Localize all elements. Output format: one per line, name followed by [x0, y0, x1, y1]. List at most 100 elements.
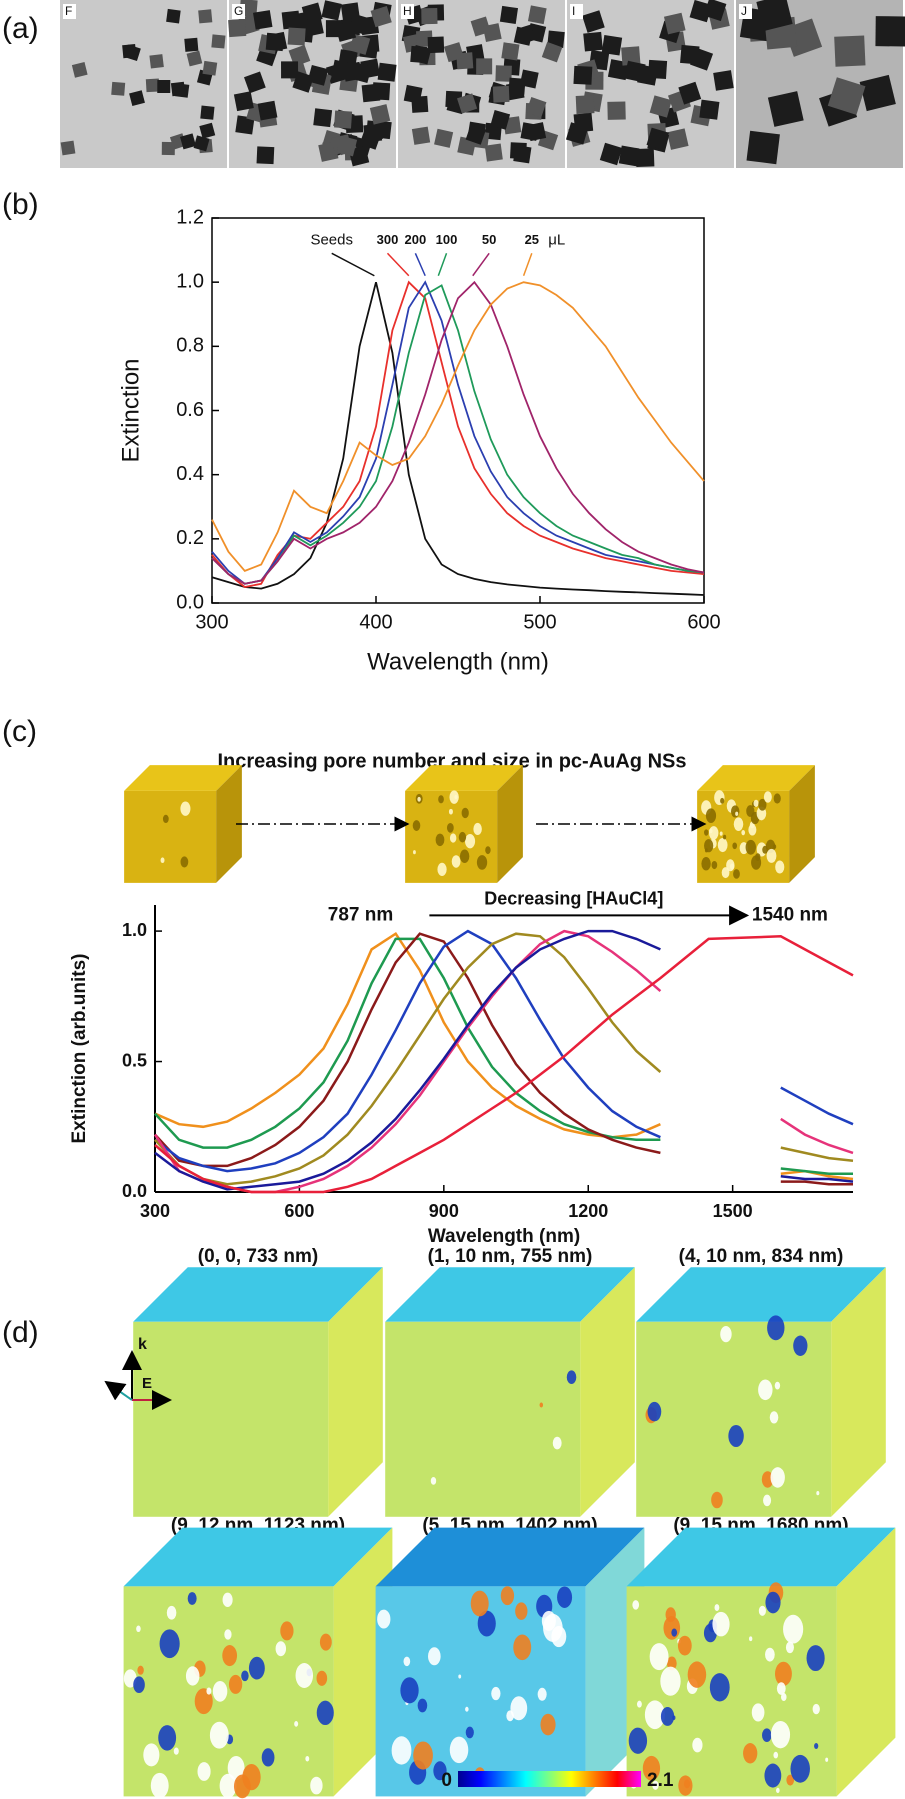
cube-hole: [728, 1424, 744, 1448]
particle: [482, 23, 502, 42]
cube-face: [133, 1321, 329, 1517]
series-label: 200: [405, 232, 427, 247]
cube-hole: [248, 1656, 265, 1680]
cube-face: [789, 765, 815, 883]
y-tick-label: 0.2: [176, 527, 204, 549]
cube-hole: [770, 1720, 791, 1749]
cube-hole: [136, 1625, 141, 1633]
particle: [292, 71, 314, 93]
cube-hole: [753, 799, 759, 807]
cube-hole: [730, 805, 740, 818]
x-tick-label: 400: [359, 611, 392, 633]
cube-hole: [403, 1656, 411, 1667]
map-title: (1, 10 nm, 755 nm): [428, 1246, 593, 1267]
tem-label: H: [403, 4, 412, 18]
cube-hole: [194, 1688, 213, 1715]
cube-hole: [649, 1643, 669, 1671]
cube-hole: [417, 1698, 428, 1713]
cube-hole: [438, 795, 444, 804]
cube-face: [328, 1267, 383, 1517]
cube-hole: [228, 1674, 243, 1694]
particle: [335, 21, 357, 42]
series-leader: [414, 252, 426, 277]
cube-hole: [816, 1490, 820, 1496]
cube-face: [133, 1267, 383, 1322]
particle: [678, 81, 702, 105]
particle: [667, 128, 689, 150]
cube-hole: [391, 1736, 412, 1765]
particle: [122, 44, 137, 59]
cube-hole: [786, 1774, 795, 1786]
cube-hole: [224, 1629, 232, 1640]
cube-hole: [825, 1757, 829, 1762]
series-line: [154, 935, 854, 1194]
particle: [233, 91, 254, 112]
cube-face: [405, 765, 523, 791]
cube-hole: [735, 811, 739, 816]
panel-label: (c): [2, 715, 37, 748]
cube-hole: [765, 1591, 781, 1614]
particle: [875, 16, 905, 47]
cube-hole: [733, 869, 740, 879]
cube-hole: [160, 857, 165, 864]
particle: [510, 142, 527, 160]
particle: [336, 135, 358, 157]
particle: [71, 61, 88, 78]
colorbar: [458, 1771, 641, 1787]
cube-hole: [543, 1613, 563, 1642]
particle: [372, 82, 391, 101]
cube-hole: [222, 1592, 233, 1608]
y-tick-label: 0.5: [122, 1050, 147, 1070]
cube-hole: [448, 808, 453, 815]
cube-hole: [709, 828, 713, 834]
cube-hole: [704, 839, 714, 853]
cube-hole: [446, 823, 454, 833]
particle: [573, 112, 594, 133]
cube-hole: [417, 796, 421, 802]
cube-hole: [671, 1628, 678, 1637]
cube-hole: [632, 1600, 640, 1610]
particle: [465, 124, 487, 145]
particle: [690, 47, 714, 71]
cube-hole: [566, 1370, 577, 1385]
series-leader: [437, 253, 448, 277]
cube-hole: [316, 1700, 334, 1726]
cube-hole: [764, 1763, 782, 1788]
cube-face: [497, 765, 523, 883]
cube-hole: [261, 1748, 275, 1767]
particle: [421, 7, 438, 25]
cube-hole: [275, 1641, 287, 1657]
scheme-title: Increasing pore number and size in pc-Au…: [218, 750, 687, 772]
particle: [369, 104, 391, 125]
cube-face: [216, 765, 242, 883]
axis-label: E: [142, 1375, 152, 1392]
map-title: (0, 0, 733 nm): [198, 1246, 318, 1267]
series-leader: [522, 253, 533, 277]
y-tick-label: 0.4: [176, 463, 204, 485]
particle: [575, 95, 595, 114]
cube-hole: [729, 863, 735, 870]
cube-hole: [687, 1661, 707, 1688]
y-axis-label: Extinction: [117, 358, 144, 462]
series-line: [211, 284, 705, 585]
particle: [321, 0, 342, 21]
cube-hole: [557, 1586, 573, 1608]
panel-label: (a): [2, 12, 39, 45]
cube-hole: [701, 857, 711, 871]
particle: [281, 61, 299, 79]
cube-hole: [720, 797, 725, 804]
series-line: [211, 281, 705, 596]
cube-hole: [770, 1467, 785, 1488]
series-leader: [472, 252, 490, 277]
particle: [859, 74, 896, 112]
tem-label-bg: [401, 4, 414, 19]
cube-hole: [783, 1614, 804, 1644]
cube-hole: [636, 1700, 642, 1708]
y-tick-label: 1.0: [122, 920, 147, 940]
series-line: [154, 932, 853, 1186]
cube-hole: [485, 846, 491, 855]
series-label: 50: [482, 232, 496, 247]
x-axis-label: Wavelength (nm): [367, 648, 549, 675]
cube-hole: [642, 1755, 661, 1781]
